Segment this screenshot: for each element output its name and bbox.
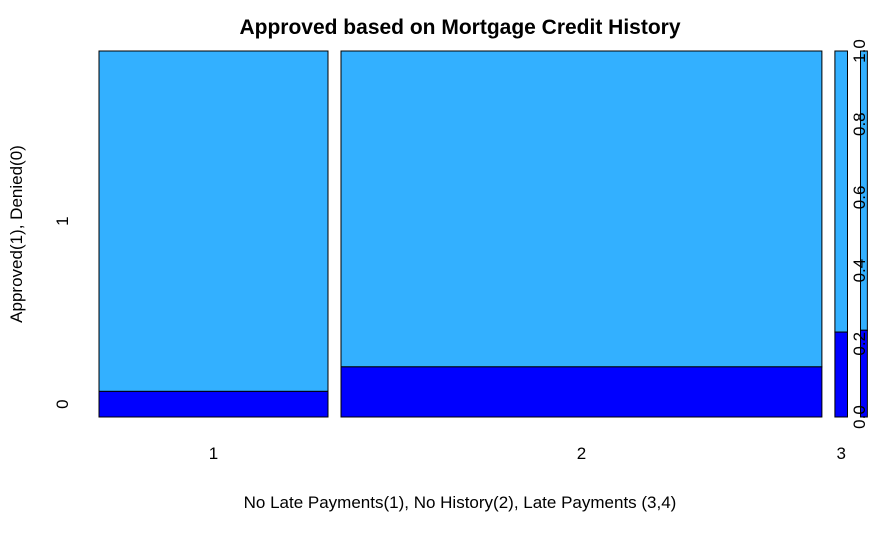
x-tick-labels: 1 2 3 bbox=[209, 444, 846, 463]
bar-approved-3 bbox=[835, 51, 848, 332]
bar-denied-2 bbox=[341, 367, 822, 417]
x-tick-label-3: 3 bbox=[836, 444, 845, 463]
right-axis-tick-label: 0.6 bbox=[850, 186, 869, 210]
right-axis-tick-label: 0.8 bbox=[850, 112, 869, 136]
x-tick-label-1: 1 bbox=[209, 444, 218, 463]
right-axis-tick-label: 0.2 bbox=[850, 332, 869, 356]
right-axis-tick-label: 0.0 bbox=[850, 405, 869, 429]
left-axis-label-0: 0 bbox=[53, 399, 72, 408]
x-axis-label: No Late Payments(1), No History(2), Late… bbox=[244, 493, 677, 512]
bar-approved-2 bbox=[341, 51, 822, 367]
left-axis-label-1: 1 bbox=[53, 216, 72, 225]
bar-denied-3 bbox=[835, 332, 848, 417]
bar-approved-1 bbox=[99, 51, 328, 391]
right-axis-tick-label: 1.0 bbox=[850, 39, 869, 63]
bars-group bbox=[99, 51, 867, 417]
left-axis-labels: 01 bbox=[53, 216, 72, 408]
right-axis-tick-label: 0.4 bbox=[850, 259, 869, 283]
x-tick-label-2: 2 bbox=[577, 444, 586, 463]
chart-title: Approved based on Mortgage Credit Histor… bbox=[239, 16, 680, 39]
bar-denied-1 bbox=[99, 391, 328, 417]
y-axis-label: Approved(1), Denied(0) bbox=[7, 145, 26, 323]
